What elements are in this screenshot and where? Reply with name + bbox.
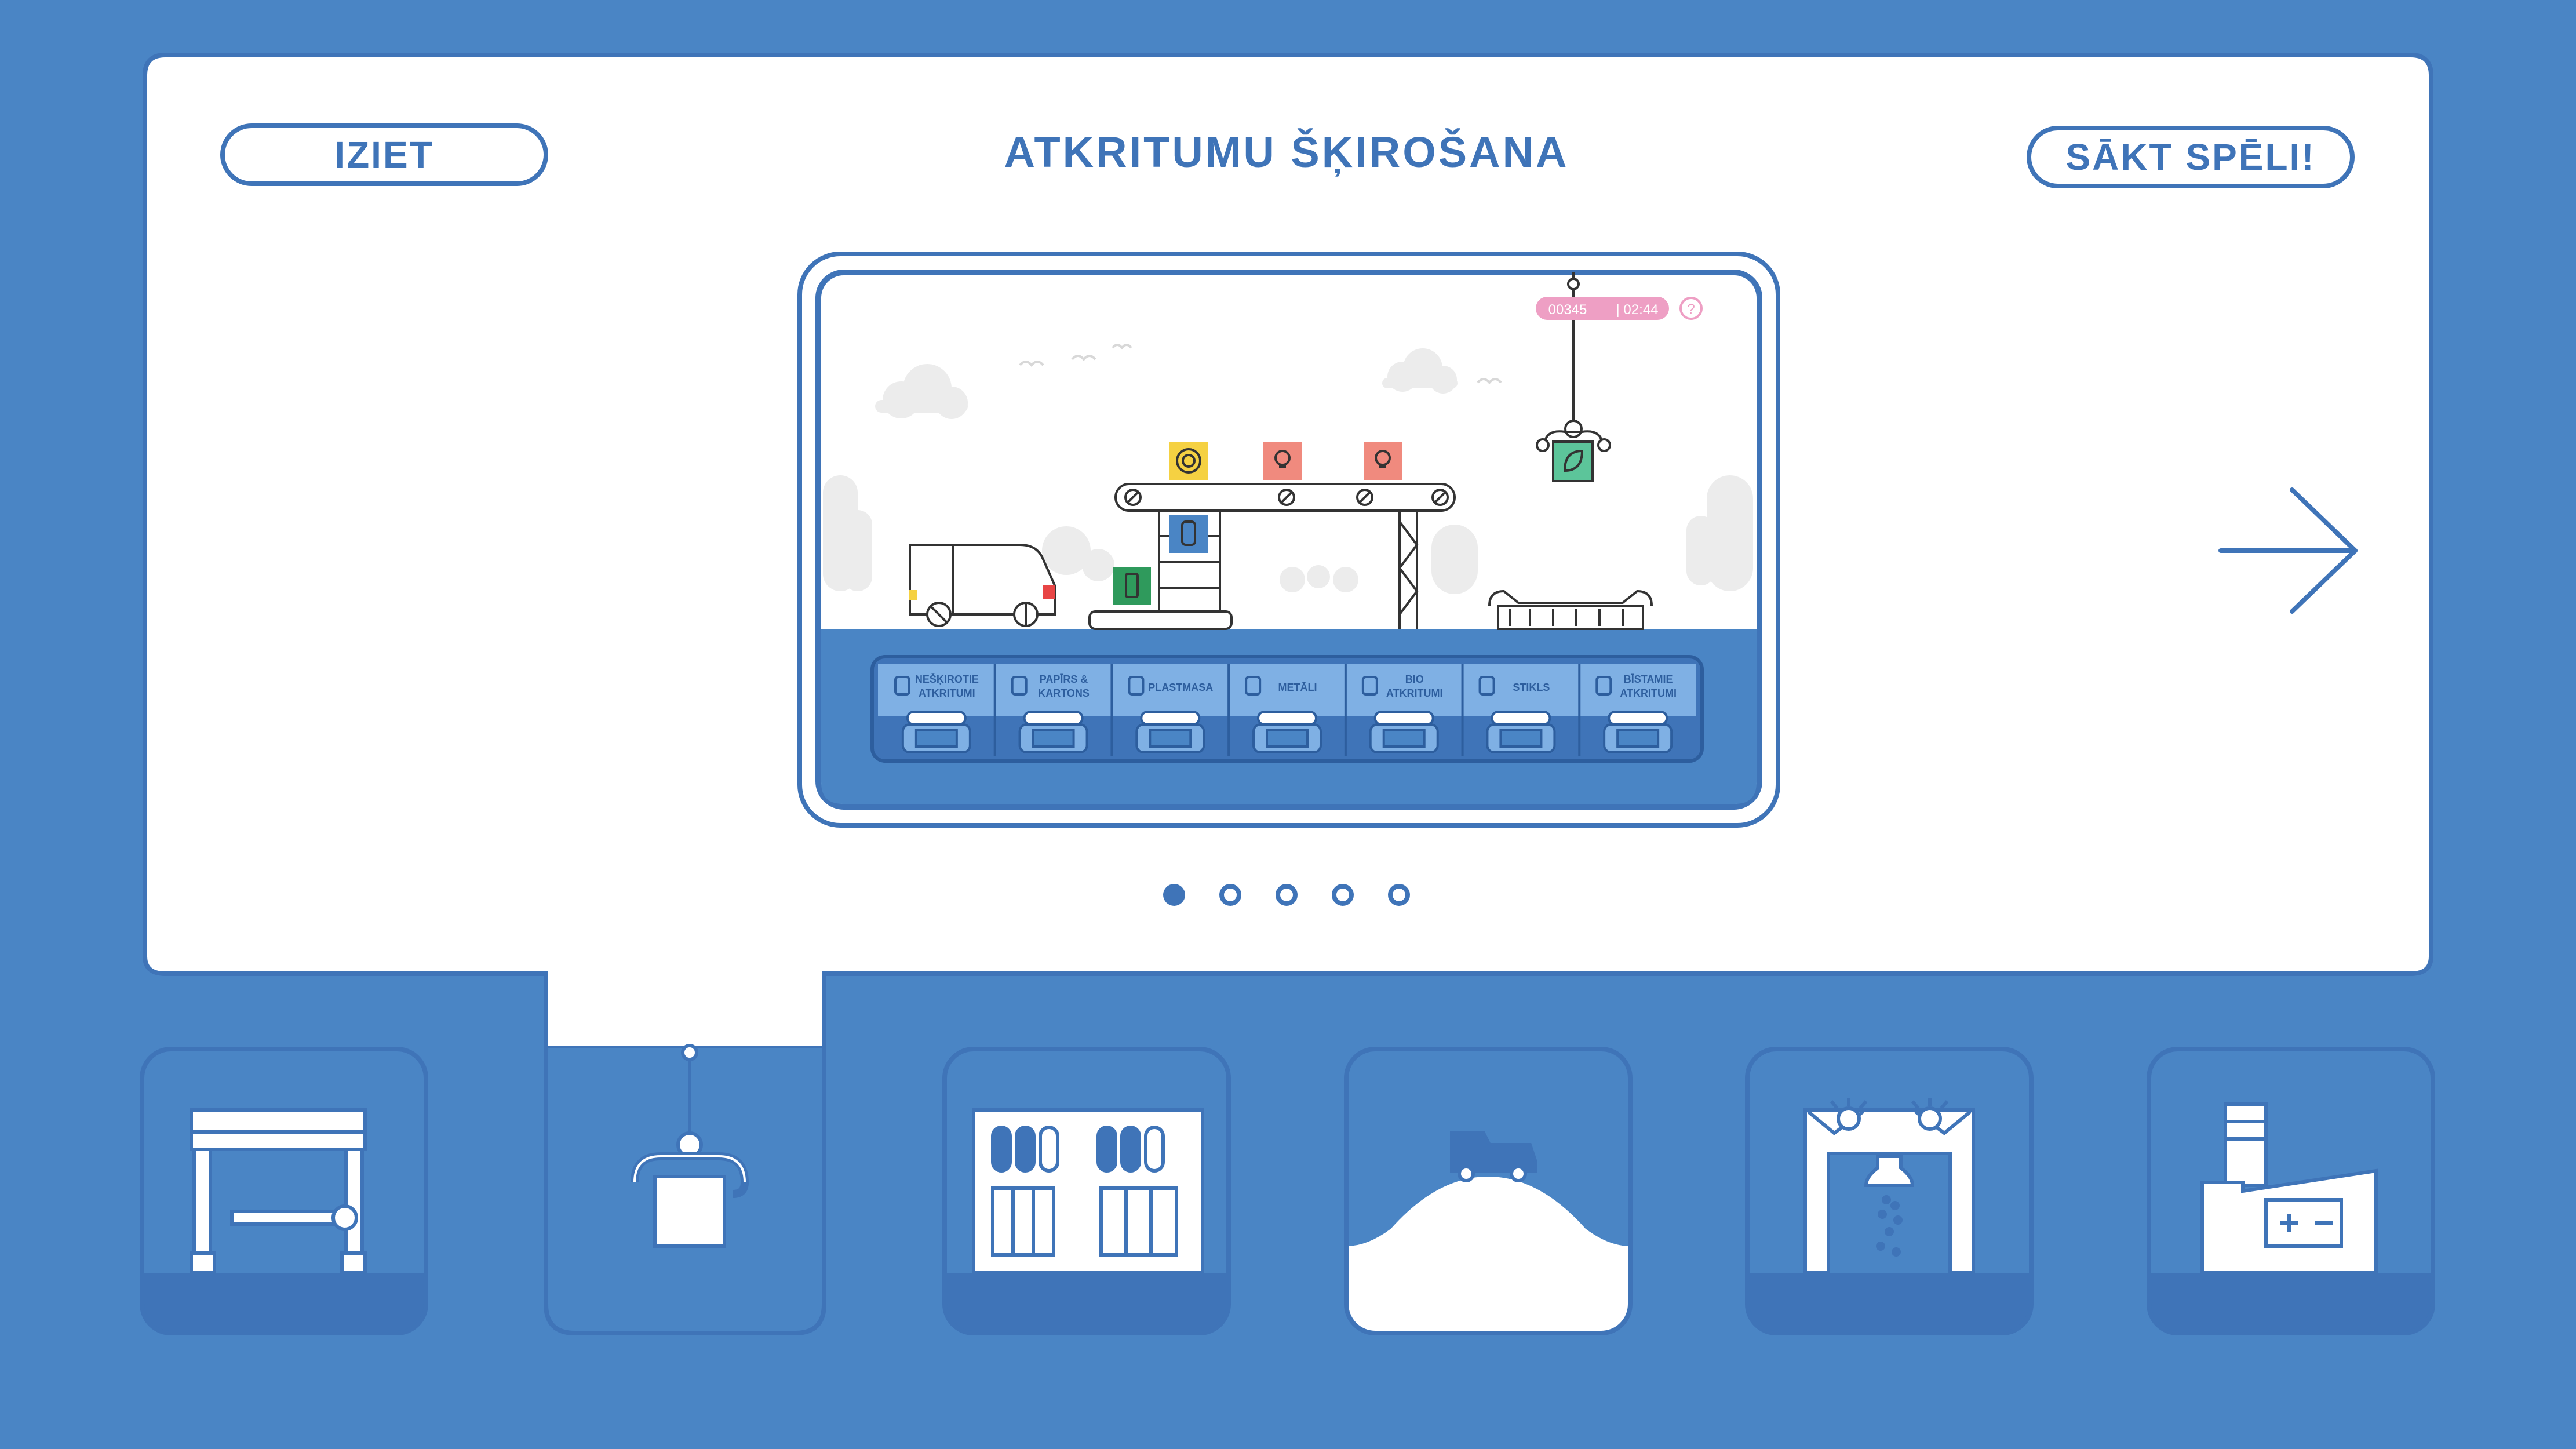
item-box-red-2 [1364, 442, 1402, 480]
can-icon [1245, 676, 1262, 696]
battery-factory-icon [2200, 1102, 2378, 1275]
preview-bin-label: METĀLI [1278, 682, 1317, 693]
preview-bin-label-2: KARTONS [1038, 687, 1090, 699]
preview-bin-label: STIKLS [1513, 682, 1550, 693]
pagination-dot-1[interactable] [1163, 884, 1185, 906]
landfill-truck-icon [1450, 1131, 1537, 1182]
next-arrow-icon[interactable] [2208, 481, 2370, 620]
tab-weighbridge[interactable] [140, 1047, 428, 1335]
hazard-icon [1595, 676, 1612, 696]
pagination-dot-2[interactable] [1219, 884, 1241, 906]
conveyor-end-bin [1488, 589, 1653, 630]
garbage-truck [909, 544, 1056, 627]
preview-bin-7: BĪSTAMIE ATKRITUMI [1578, 664, 1677, 756]
mixed-waste-icon [894, 676, 910, 696]
tab-landfill[interactable] [1344, 1047, 1633, 1335]
preview-bin-label: NEŠĶIROTIE [915, 673, 979, 685]
exit-button[interactable]: IZIET [220, 123, 548, 186]
preview-bin-label: PLASTMASA [1148, 682, 1213, 693]
preview-bin-label-2: ATKRITUMI [1386, 687, 1443, 699]
item-box-red-1 [1263, 442, 1302, 480]
weighbridge-gate-icon [190, 1108, 367, 1275]
tab-crane[interactable] [544, 1044, 826, 1335]
sorting-bins-icon [972, 1108, 1204, 1275]
preview-bin-4: METĀLI [1227, 664, 1322, 756]
hud-score: 00345 [1548, 302, 1587, 318]
hud-help: ? [1687, 301, 1695, 317]
pagination-dot-3[interactable] [1276, 884, 1298, 906]
game-preview[interactable]: 00345 | 02:44 ? NEŠĶIROTIE ATKRITUMI PAPĪR… [797, 252, 1780, 828]
preview-bin-1: NEŠĶIROTIE ATKRITUMI [894, 673, 979, 753]
tab-sorting[interactable] [942, 1047, 1231, 1335]
preview-bin-2: PAPĪRS & KARTONS [993, 664, 1090, 756]
item-box-yellow [1169, 442, 1208, 480]
item-box-green [1113, 567, 1151, 605]
preview-bin-5: BIO ATKRITUMI [1344, 664, 1443, 756]
preview-bin-3: PLASTMASA [1110, 664, 1213, 756]
conveyor [1088, 483, 1456, 630]
crane-grabber-icon [631, 1044, 749, 1248]
plastic-bottle-icon [1128, 676, 1145, 696]
preview-bin-label: PAPĪRS & [1040, 673, 1088, 685]
preview-bin-6: STIKLS [1461, 664, 1556, 756]
preview-bin-label: BĪSTAMIE [1624, 673, 1673, 685]
pagination-dot-5[interactable] [1388, 884, 1410, 906]
preview-bin-label-2: ATKRITUMI [1620, 687, 1677, 699]
preview-bin-label: BIO [1405, 673, 1424, 685]
pagination-dot-4[interactable] [1332, 884, 1354, 906]
preview-bin-label-2: ATKRITUMI [919, 687, 975, 699]
tab-biogas[interactable] [1745, 1047, 2034, 1335]
hud: 00345 | 02:44 ? [1536, 297, 1703, 320]
crane [1536, 272, 1611, 482]
hud-timer: | 02:44 [1616, 302, 1659, 318]
biogas-plant-icon [1803, 1098, 1975, 1275]
bio-icon [1361, 676, 1378, 696]
page-title: ATKRITUMU ŠĶIROŠANA [1004, 128, 1569, 176]
item-box-blue [1169, 515, 1208, 553]
paper-icon [1011, 676, 1028, 696]
glass-jar-icon [1478, 676, 1495, 696]
start-game-button[interactable]: SĀKT SPĒLI! [2027, 126, 2355, 188]
tab-battery-factory[interactable] [2147, 1047, 2435, 1335]
